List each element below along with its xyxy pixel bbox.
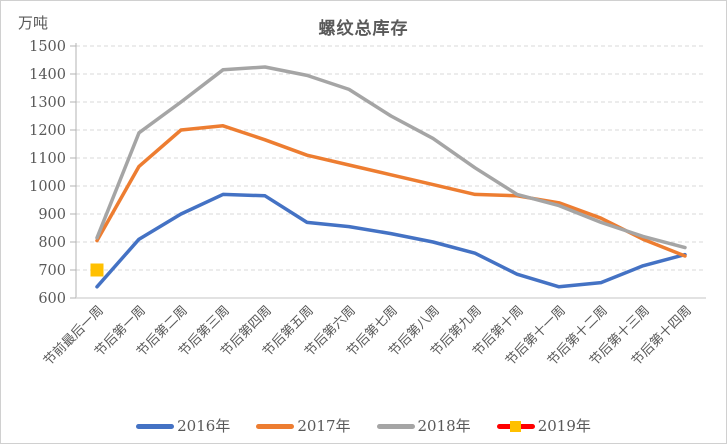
y-axis-tick-label: 700	[38, 263, 66, 279]
legend-label: 2019年	[537, 417, 591, 435]
legend-item-2018年: 2018年	[376, 417, 471, 435]
legend-line-swatch	[496, 421, 535, 432]
legend-label: 2018年	[417, 417, 471, 435]
y-axis-unit-label: 万吨	[18, 14, 49, 32]
y-axis-tick-label: 600	[38, 291, 66, 307]
legend-square-marker	[509, 421, 521, 432]
chart-legend: 2016年 2017年 2018年 2019年	[1, 419, 726, 434]
legend-line-swatch	[256, 424, 295, 429]
legend-label: 2017年	[297, 417, 351, 435]
chart-title: 螺纹总库存	[318, 19, 409, 39]
legend-item-2016年: 2016年	[136, 419, 230, 434]
series-line-2017年	[95, 124, 687, 258]
y-axis-tick-label: 900	[38, 207, 66, 223]
y-axis-tick-label: 1500	[29, 39, 66, 55]
y-axis-tick-label: 1200	[29, 123, 66, 139]
legend-line-swatch	[376, 424, 415, 429]
y-axis-tick-label: 1300	[29, 95, 66, 111]
y-axis-tick-label: 800	[38, 235, 66, 251]
line-chart-plot-area: 600 700 800 900 1000 1100 1200 1300 1400 1500 节前最后…	[29, 39, 706, 369]
y-axis-tick-label: 1100	[29, 151, 66, 167]
legend-item-2017年: 2017年	[256, 417, 351, 435]
x-axis-category-label: 节前最后一周	[40, 303, 106, 369]
series-line-2016年	[95, 192, 687, 289]
legend-label: 2016年	[177, 417, 231, 435]
series-line-2018年	[95, 65, 687, 250]
y-axis-tick-label: 1000	[29, 179, 66, 195]
series-marker-2019年	[90, 263, 104, 277]
legend-item-2019年: 2019年	[496, 417, 591, 435]
legend-line-swatch	[136, 424, 175, 429]
y-axis-tick-label: 1400	[29, 67, 66, 83]
